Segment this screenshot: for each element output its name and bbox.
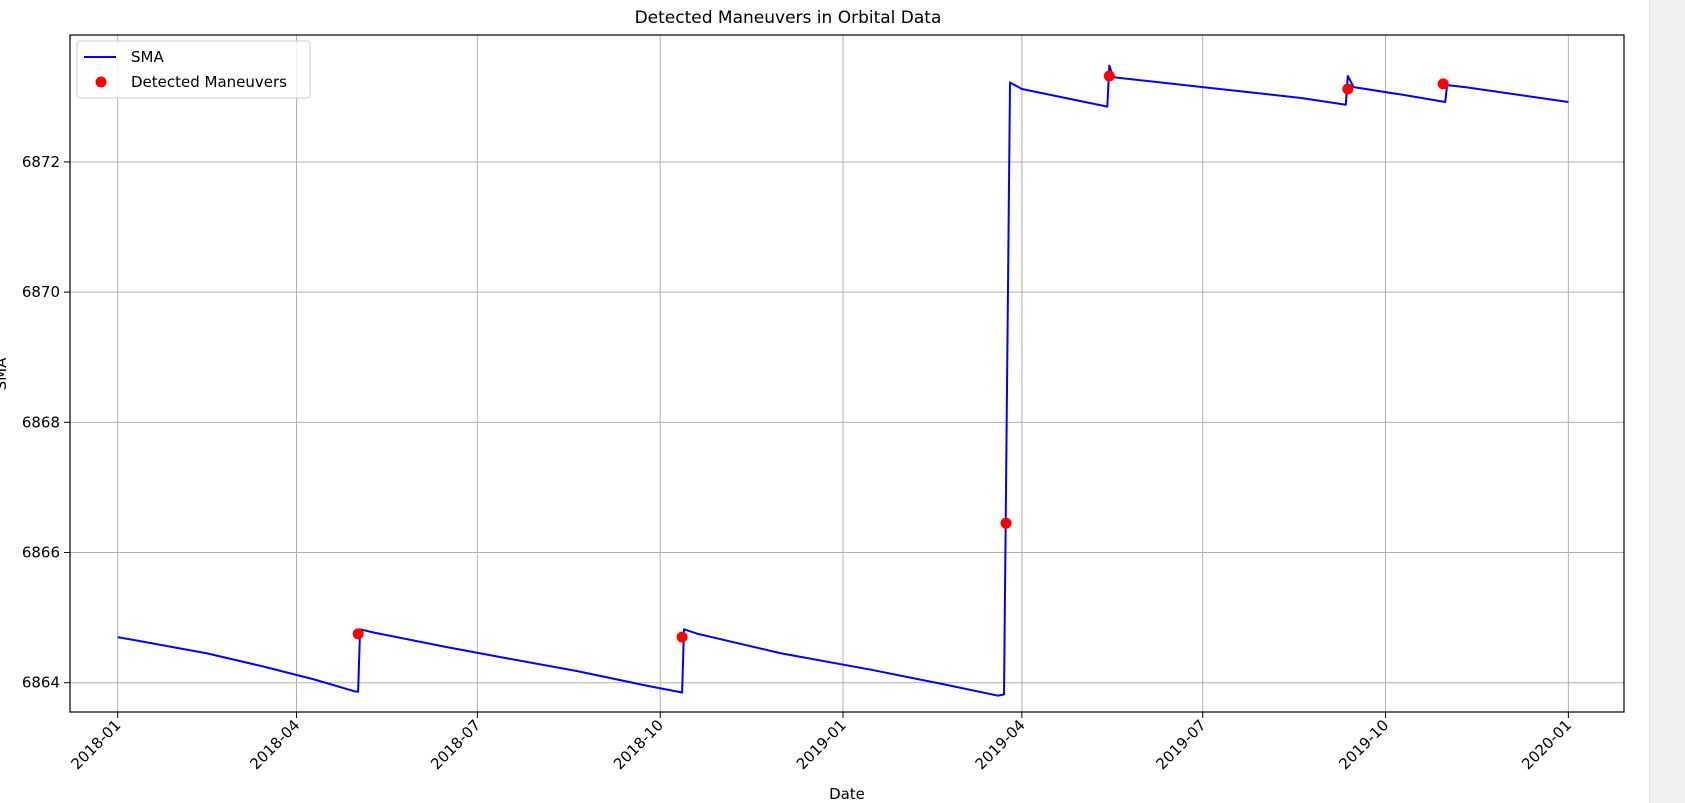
chart-title: Detected Maneuvers in Orbital Data	[635, 8, 942, 28]
legend-label-sma: SMA	[131, 48, 164, 66]
y-tick-label: 6868	[22, 413, 60, 431]
x-tick-label: 2018-04	[246, 716, 303, 773]
x-tick-label: 2019-01	[793, 716, 850, 773]
x-axis-label: Date	[829, 785, 865, 803]
maneuver-point	[1103, 70, 1115, 82]
ticks: 2018-01 2018-04 2018-07 2018-10 2019-01 2019-…	[22, 153, 1575, 773]
x-tick-label: 2019-10	[1335, 716, 1392, 773]
maneuver-point	[1000, 517, 1012, 529]
legend-dot-swatch	[95, 76, 107, 88]
x-tick-label: 2018-10	[610, 716, 667, 773]
legend-box	[76, 40, 311, 99]
x-tick-label: 2019-04	[972, 716, 1029, 773]
maneuver-point	[1437, 78, 1449, 90]
axes-frame	[69, 34, 1625, 713]
maneuver-point	[676, 631, 688, 643]
y-tick-label: 6870	[22, 283, 60, 301]
legend-label-maneuvers: Detected Maneuvers	[131, 73, 287, 91]
x-tick-label: 2019-07	[1152, 716, 1209, 773]
y-tick-label: 6866	[22, 544, 60, 562]
x-tick-label: 2018-07	[427, 716, 484, 773]
plot-area	[117, 64, 1569, 697]
maneuver-point	[352, 628, 364, 640]
y-tick-label: 6864	[22, 674, 60, 692]
x-tick-label: 2020-01	[1518, 716, 1575, 773]
vertical-scrollbar[interactable]	[1649, 0, 1685, 803]
y-axis-label: SMA	[0, 357, 10, 390]
legend: SMA Detected Maneuvers	[76, 40, 311, 99]
maneuver-point	[1342, 83, 1354, 95]
x-tick-label: 2018-01	[67, 716, 124, 773]
chart: Detected Maneuvers in Orbital Data 2018-…	[0, 8, 1625, 803]
y-tick-label: 6872	[22, 153, 60, 171]
sma-series-line	[117, 64, 1569, 697]
grid	[70, 35, 1624, 712]
